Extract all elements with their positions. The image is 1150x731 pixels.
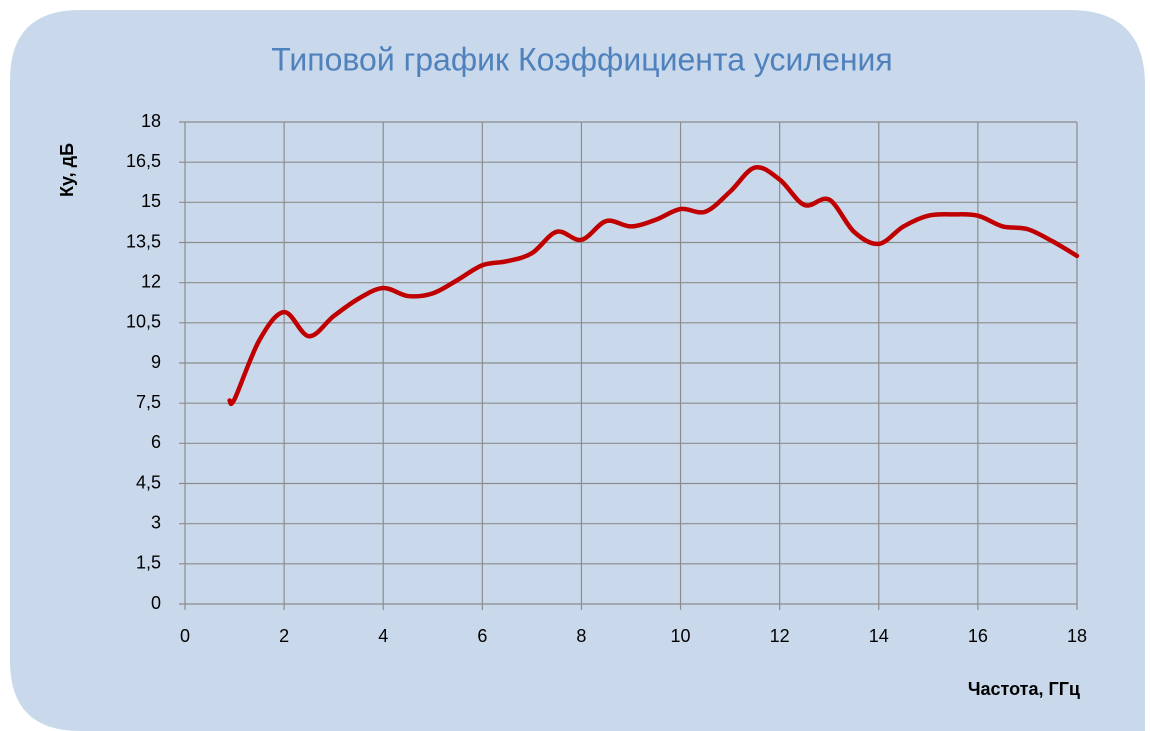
x-tick-label: 12 xyxy=(770,626,790,646)
y-tick-label: 1,5 xyxy=(136,553,161,573)
y-tick-label: 10,5 xyxy=(126,312,161,332)
x-tick-label: 0 xyxy=(180,626,190,646)
y-axis-label: Ку, дБ xyxy=(57,143,77,197)
y-tick-label: 7,5 xyxy=(136,392,161,412)
y-tick-label: 12 xyxy=(141,271,161,291)
data-line xyxy=(227,164,1080,407)
y-tick-label: 0 xyxy=(151,593,161,613)
x-tick-label: 14 xyxy=(869,626,889,646)
y-tick-label: 3 xyxy=(151,512,161,532)
x-axis-label: Частота, ГГц xyxy=(968,679,1080,699)
x-tick-label: 6 xyxy=(477,626,487,646)
y-tick-label: 6 xyxy=(151,432,161,452)
y-tick-label: 13,5 xyxy=(126,231,161,251)
y-tick-label: 16,5 xyxy=(126,151,161,171)
x-tick-label: 4 xyxy=(378,626,388,646)
x-tick-label: 8 xyxy=(576,626,586,646)
chart-background xyxy=(10,10,1145,731)
y-tick-label: 4,5 xyxy=(136,472,161,492)
x-tick-label: 10 xyxy=(671,626,691,646)
chart-title: Типовой график Коэффициента усиления xyxy=(271,41,893,77)
y-tick-label: 15 xyxy=(141,191,161,211)
y-tick-label: 9 xyxy=(151,352,161,372)
x-tick-label: 16 xyxy=(968,626,988,646)
x-tick-label: 2 xyxy=(279,626,289,646)
y-tick-label: 18 xyxy=(141,111,161,131)
x-tick-label: 18 xyxy=(1067,626,1087,646)
